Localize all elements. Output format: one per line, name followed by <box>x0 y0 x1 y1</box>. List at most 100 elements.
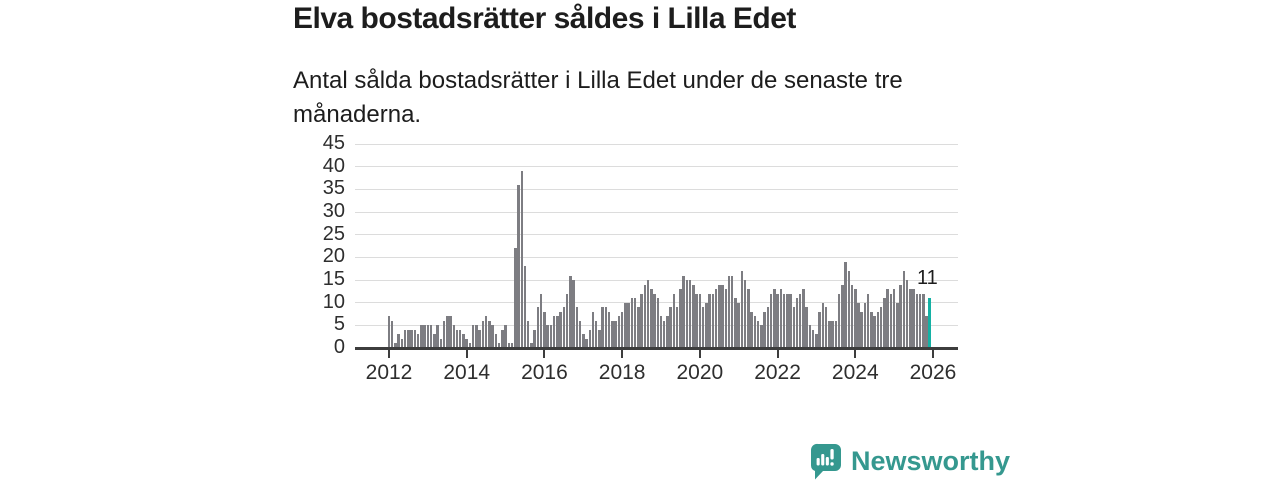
bar <box>475 325 478 348</box>
bar <box>449 316 452 348</box>
bar <box>925 316 928 348</box>
newsworthy-logo[interactable]: Newsworthy <box>810 443 1010 480</box>
bar <box>565 293 569 348</box>
bar <box>410 329 413 348</box>
bar <box>407 329 410 348</box>
bar <box>504 325 507 348</box>
bar <box>403 329 407 348</box>
bar <box>400 338 404 348</box>
x-axis-tick-label: 2026 <box>909 361 957 384</box>
bar <box>575 307 579 348</box>
bar <box>682 275 685 348</box>
bar <box>915 293 919 348</box>
bar <box>659 316 663 348</box>
bar <box>747 289 750 348</box>
bar <box>905 280 909 348</box>
bar <box>390 320 394 348</box>
bar <box>539 293 543 348</box>
gridline <box>355 279 958 281</box>
x-axis-tick <box>698 350 701 358</box>
bar <box>711 293 715 348</box>
bar <box>912 289 915 348</box>
bar <box>705 302 708 348</box>
bar <box>488 320 491 348</box>
bar <box>870 311 873 348</box>
newsworthy-wordmark: Newsworthy <box>851 446 1011 476</box>
bar <box>834 320 838 348</box>
bar <box>462 334 465 348</box>
bar <box>776 293 779 348</box>
bar <box>821 302 825 348</box>
bar <box>847 270 851 348</box>
y-axis-tick-label: 45 <box>322 132 345 155</box>
bar <box>850 284 854 348</box>
y-axis-tick-label: 15 <box>322 268 345 291</box>
highlighted-bar <box>928 298 931 348</box>
bar <box>789 293 792 348</box>
bar <box>397 334 400 348</box>
bar <box>766 307 770 348</box>
bar <box>685 280 689 348</box>
bar <box>533 329 536 348</box>
bar <box>514 248 517 348</box>
bar <box>458 329 462 348</box>
bar <box>866 293 870 348</box>
bar <box>582 334 585 348</box>
bar <box>536 307 540 348</box>
bar <box>714 289 718 348</box>
bar <box>455 329 459 348</box>
x-axis-tick <box>388 350 390 358</box>
bar <box>624 302 627 348</box>
bar <box>666 316 669 348</box>
bar <box>798 293 802 348</box>
bar <box>471 325 475 348</box>
bar <box>892 289 896 348</box>
bar <box>585 338 588 348</box>
bar <box>556 316 559 348</box>
bar <box>436 325 439 348</box>
bar <box>604 307 608 348</box>
bar <box>883 298 886 348</box>
bar <box>520 171 523 348</box>
bar <box>643 284 647 348</box>
bar <box>844 261 847 348</box>
bar <box>559 311 562 348</box>
bar <box>873 316 876 348</box>
bar <box>698 293 702 348</box>
y-axis-tick-label: 20 <box>322 245 345 268</box>
bar <box>433 334 436 348</box>
x-axis-tick <box>621 350 624 358</box>
bar <box>510 343 514 348</box>
bar <box>617 316 621 348</box>
bar <box>387 316 391 348</box>
bar <box>779 289 783 348</box>
bar <box>857 302 860 348</box>
bar <box>594 320 598 348</box>
bar <box>523 266 527 348</box>
bar <box>640 293 643 348</box>
bar <box>889 293 893 348</box>
bar <box>491 325 494 348</box>
bar <box>756 320 760 348</box>
bar <box>468 343 472 348</box>
bar <box>598 329 601 348</box>
bar <box>896 302 899 348</box>
bar <box>439 338 443 348</box>
bar <box>614 320 617 348</box>
bar <box>763 311 766 348</box>
x-axis-tick-label: 2018 <box>598 361 646 384</box>
bar <box>530 343 533 348</box>
bar <box>724 289 727 348</box>
bar <box>426 325 430 348</box>
bar <box>721 284 724 348</box>
bar <box>662 320 666 348</box>
bar <box>701 307 705 348</box>
bar <box>607 311 611 348</box>
bar <box>750 311 753 348</box>
bar <box>902 270 906 348</box>
bar <box>831 320 834 348</box>
x-axis-tick-label: 2014 <box>443 361 491 384</box>
bar <box>879 307 883 348</box>
x-axis-tick-label: 2024 <box>831 361 879 384</box>
bar <box>578 320 582 348</box>
